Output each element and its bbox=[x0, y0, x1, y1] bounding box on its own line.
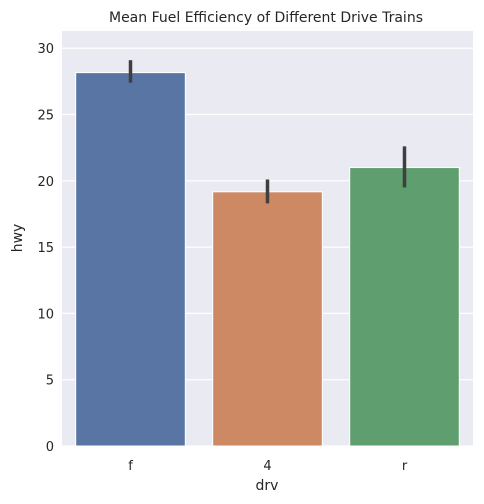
bar-4 bbox=[212, 191, 323, 447]
y-tick-labels: 0 5 10 15 20 25 30 bbox=[37, 42, 54, 455]
y-tick-label: 5 bbox=[46, 374, 54, 389]
y-tick-label: 25 bbox=[37, 109, 54, 124]
x-axis-label: drv bbox=[256, 478, 279, 494]
y-tick-label: 10 bbox=[37, 307, 54, 322]
x-tick-label: f bbox=[128, 459, 133, 474]
y-tick-label: 30 bbox=[37, 42, 54, 57]
y-axis-label: hwy bbox=[10, 224, 26, 253]
bar-r bbox=[349, 167, 460, 447]
x-tick-label: r bbox=[402, 459, 408, 474]
x-tick-labels: f 4 r bbox=[128, 459, 408, 474]
y-tick-label: 15 bbox=[37, 241, 54, 256]
chart-title: Mean Fuel Efficiency of Different Drive … bbox=[109, 10, 423, 26]
y-tick-label: 0 bbox=[46, 440, 54, 455]
bar-f bbox=[75, 72, 186, 447]
x-tick-label: 4 bbox=[263, 459, 271, 474]
bars bbox=[75, 72, 460, 447]
y-tick-label: 20 bbox=[37, 175, 54, 190]
error-bars bbox=[128, 60, 407, 204]
